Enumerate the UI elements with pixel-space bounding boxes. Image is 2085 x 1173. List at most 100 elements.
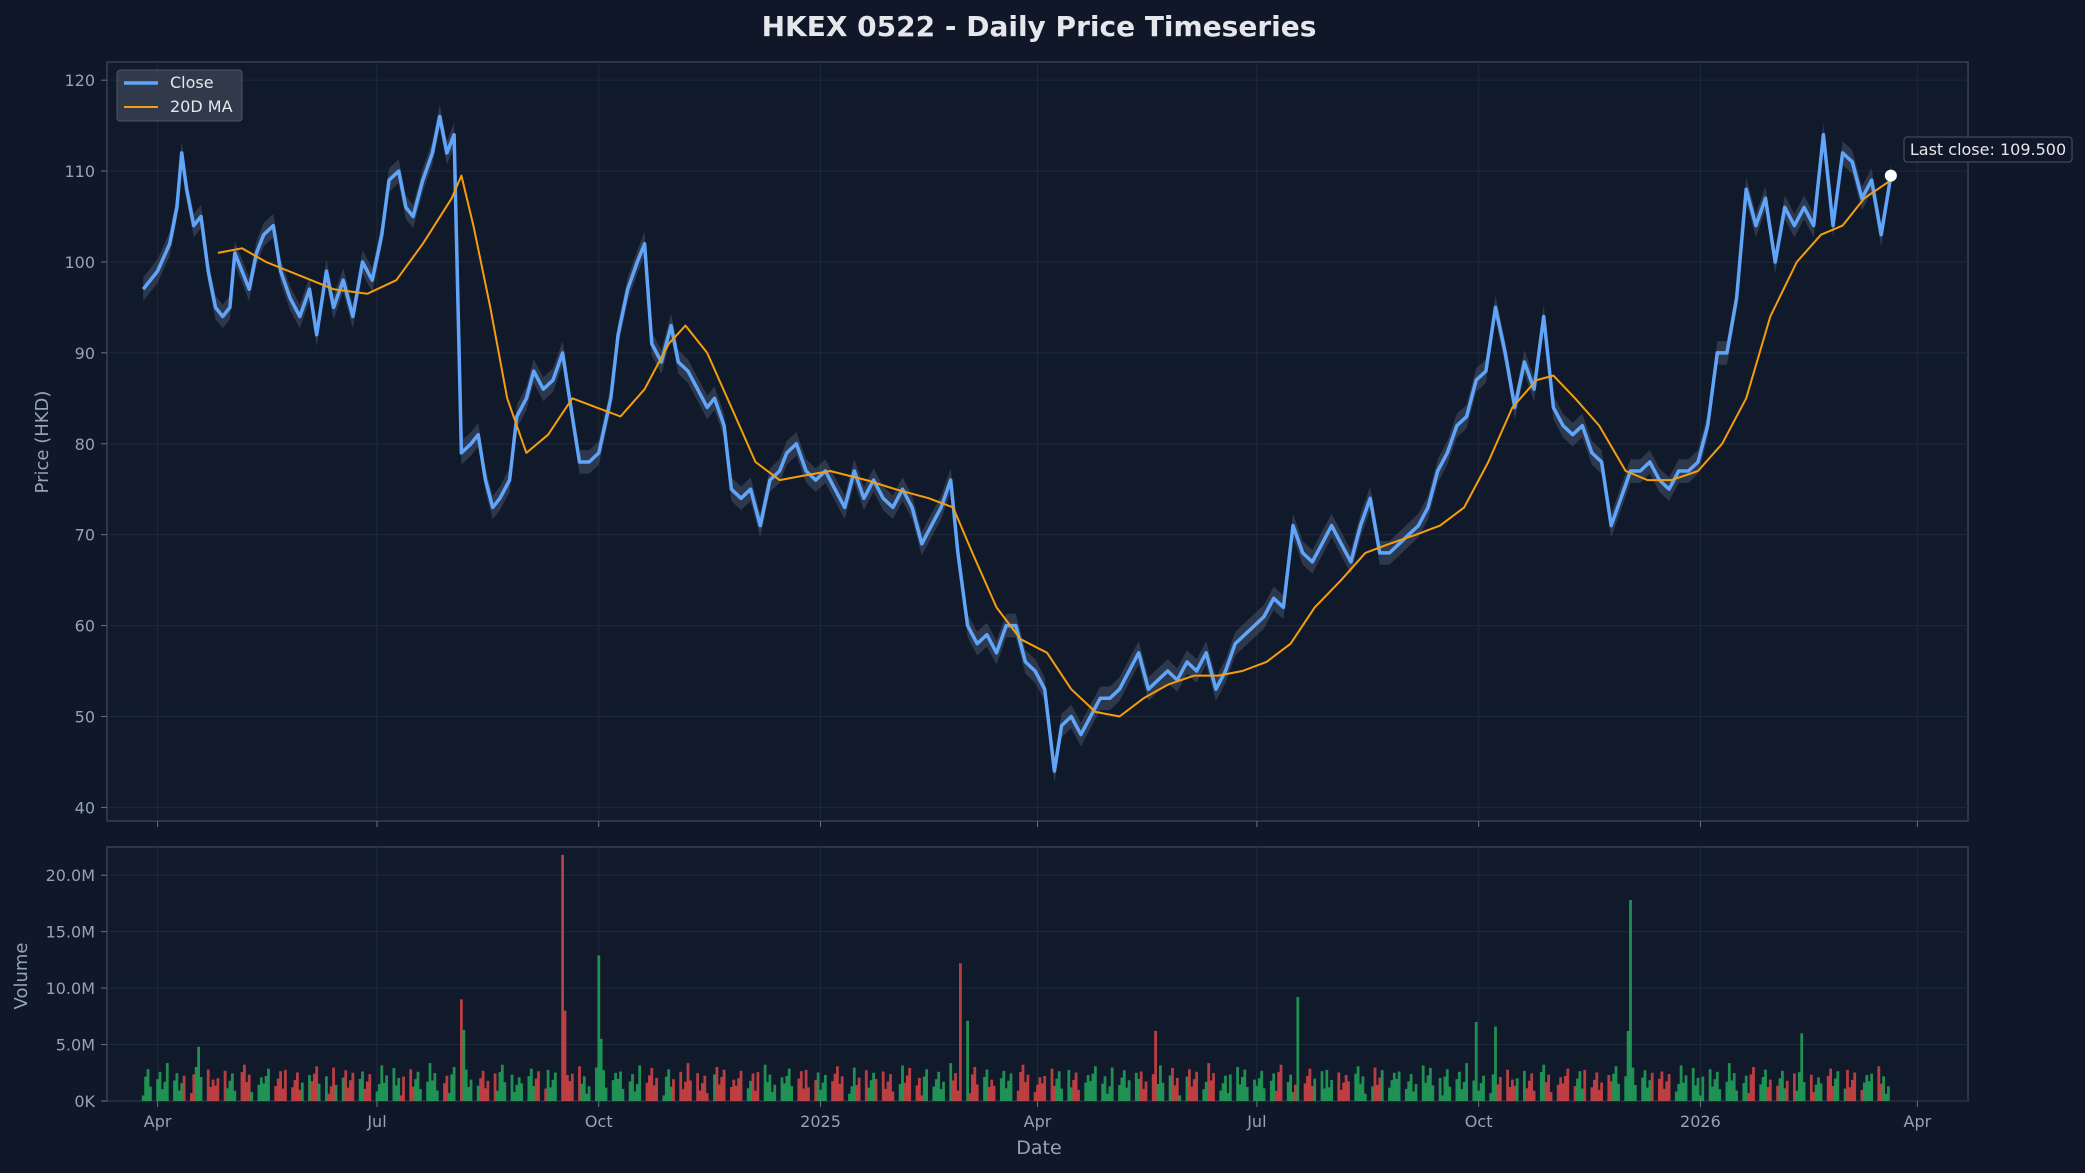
volume-bar xyxy=(756,1072,760,1101)
volume-bar xyxy=(898,1084,902,1101)
price-grid xyxy=(107,62,1968,821)
volume-bar xyxy=(874,1078,878,1101)
volume-bar xyxy=(385,1075,388,1101)
volume-bar xyxy=(409,1069,413,1101)
volume-bar xyxy=(773,1084,777,1101)
volume-bar xyxy=(1513,1085,1517,1101)
volume-bar xyxy=(821,1082,825,1101)
volume-bar xyxy=(296,1072,299,1101)
volume-bar xyxy=(1392,1072,1396,1101)
volume-bar xyxy=(1409,1074,1413,1101)
volume-bar xyxy=(720,1077,724,1101)
volume-bar xyxy=(1829,1068,1832,1101)
volume-bar xyxy=(1682,1082,1685,1101)
volume-bar xyxy=(1441,1095,1444,1101)
volume-bar xyxy=(1539,1072,1543,1101)
volume-bar xyxy=(922,1076,926,1101)
volume-bar xyxy=(216,1078,220,1101)
volume-bar xyxy=(585,1093,589,1101)
volume-bar xyxy=(327,1093,331,1101)
volume-bar xyxy=(1412,1091,1415,1101)
volume-bar xyxy=(411,1086,415,1101)
volume-bar xyxy=(276,1078,280,1101)
volume-bar xyxy=(1479,1083,1483,1101)
volume-bar xyxy=(701,1083,704,1101)
volume-bar xyxy=(1243,1069,1247,1101)
volume-bar xyxy=(240,1072,244,1101)
volume-bar xyxy=(1094,1066,1097,1101)
volume-bar xyxy=(1641,1077,1644,1101)
volume-bar xyxy=(966,1020,969,1101)
volume-bar xyxy=(1761,1077,1765,1101)
volume-bar xyxy=(1631,1067,1635,1101)
volume-bar xyxy=(1496,1084,1500,1101)
volume-bar xyxy=(631,1074,634,1101)
volume-bar xyxy=(1291,1092,1295,1101)
volume-bar xyxy=(561,854,564,1101)
volume-bar xyxy=(1361,1076,1365,1101)
volume-bar xyxy=(717,1084,721,1101)
volume-bar xyxy=(1221,1083,1225,1101)
volume-bar xyxy=(746,1088,750,1101)
volume-bar xyxy=(156,1079,159,1101)
volume-bar xyxy=(1330,1079,1333,1101)
volume-bar xyxy=(298,1089,302,1101)
volume-bar xyxy=(669,1086,673,1101)
price-y-tick-label: 40 xyxy=(75,798,95,817)
x-tick-label: 2026 xyxy=(1680,1112,1721,1131)
volume-bar xyxy=(954,1073,957,1101)
volume-bar xyxy=(1882,1076,1885,1101)
volume-bar xyxy=(250,1092,253,1101)
volume-bar xyxy=(1289,1074,1292,1101)
volume-bar xyxy=(619,1071,622,1101)
volume-bar xyxy=(1848,1087,1852,1101)
volume-bar xyxy=(1074,1072,1078,1101)
volume-bar xyxy=(920,1095,924,1101)
volume-bar xyxy=(1414,1084,1418,1101)
volume-bar xyxy=(190,1093,193,1101)
last-close-label: Last close: 109.500 xyxy=(1910,140,2066,159)
volume-bar xyxy=(1279,1064,1283,1101)
volume-bar xyxy=(1175,1077,1179,1101)
volume-bar xyxy=(925,1069,928,1101)
volume-bar xyxy=(1445,1069,1449,1101)
volume-bar xyxy=(1043,1076,1047,1101)
volume-bar xyxy=(1783,1088,1787,1101)
volume-bar xyxy=(1593,1079,1596,1101)
volume-bar xyxy=(563,1010,567,1101)
volume-bar xyxy=(1877,1066,1881,1101)
volume-bar xyxy=(165,1063,169,1101)
volume-bar xyxy=(1667,1074,1671,1101)
volume-bar xyxy=(1173,1085,1177,1101)
volume-bar xyxy=(1438,1077,1442,1101)
volume-bar xyxy=(433,1073,437,1101)
volume-bar xyxy=(549,1087,552,1101)
volume-bar xyxy=(1354,1073,1358,1101)
volume-bar xyxy=(597,955,601,1101)
volume-bar xyxy=(1583,1069,1587,1101)
volume-bar xyxy=(713,1074,716,1101)
volume-bar xyxy=(416,1071,420,1101)
volume-bar xyxy=(566,1075,569,1101)
volume-bar xyxy=(300,1082,304,1101)
volume-bar xyxy=(1359,1083,1362,1101)
volume-bar xyxy=(1887,1086,1890,1101)
volume-y-label: Volume xyxy=(11,943,32,1010)
volume-bar xyxy=(1089,1081,1092,1101)
volume-bar xyxy=(1296,997,1300,1101)
volume-bar xyxy=(722,1069,726,1101)
volume-bar xyxy=(293,1079,297,1101)
volume-bar xyxy=(308,1075,311,1101)
volume-bar xyxy=(696,1073,699,1101)
volume-bar xyxy=(161,1089,164,1101)
volume-y-ticks: 0K 5.0M 10.0M 15.0M 20.0M xyxy=(46,866,107,1111)
volume-bar xyxy=(638,1065,642,1101)
volume-bar xyxy=(1812,1092,1816,1101)
volume-bar xyxy=(344,1070,348,1101)
volume-bar xyxy=(1204,1081,1208,1101)
volume-bar xyxy=(1718,1089,1722,1101)
volume-bar xyxy=(341,1077,345,1101)
volume-bar xyxy=(799,1071,803,1101)
volume-bar xyxy=(1395,1078,1399,1101)
volume-bar xyxy=(1212,1073,1215,1101)
